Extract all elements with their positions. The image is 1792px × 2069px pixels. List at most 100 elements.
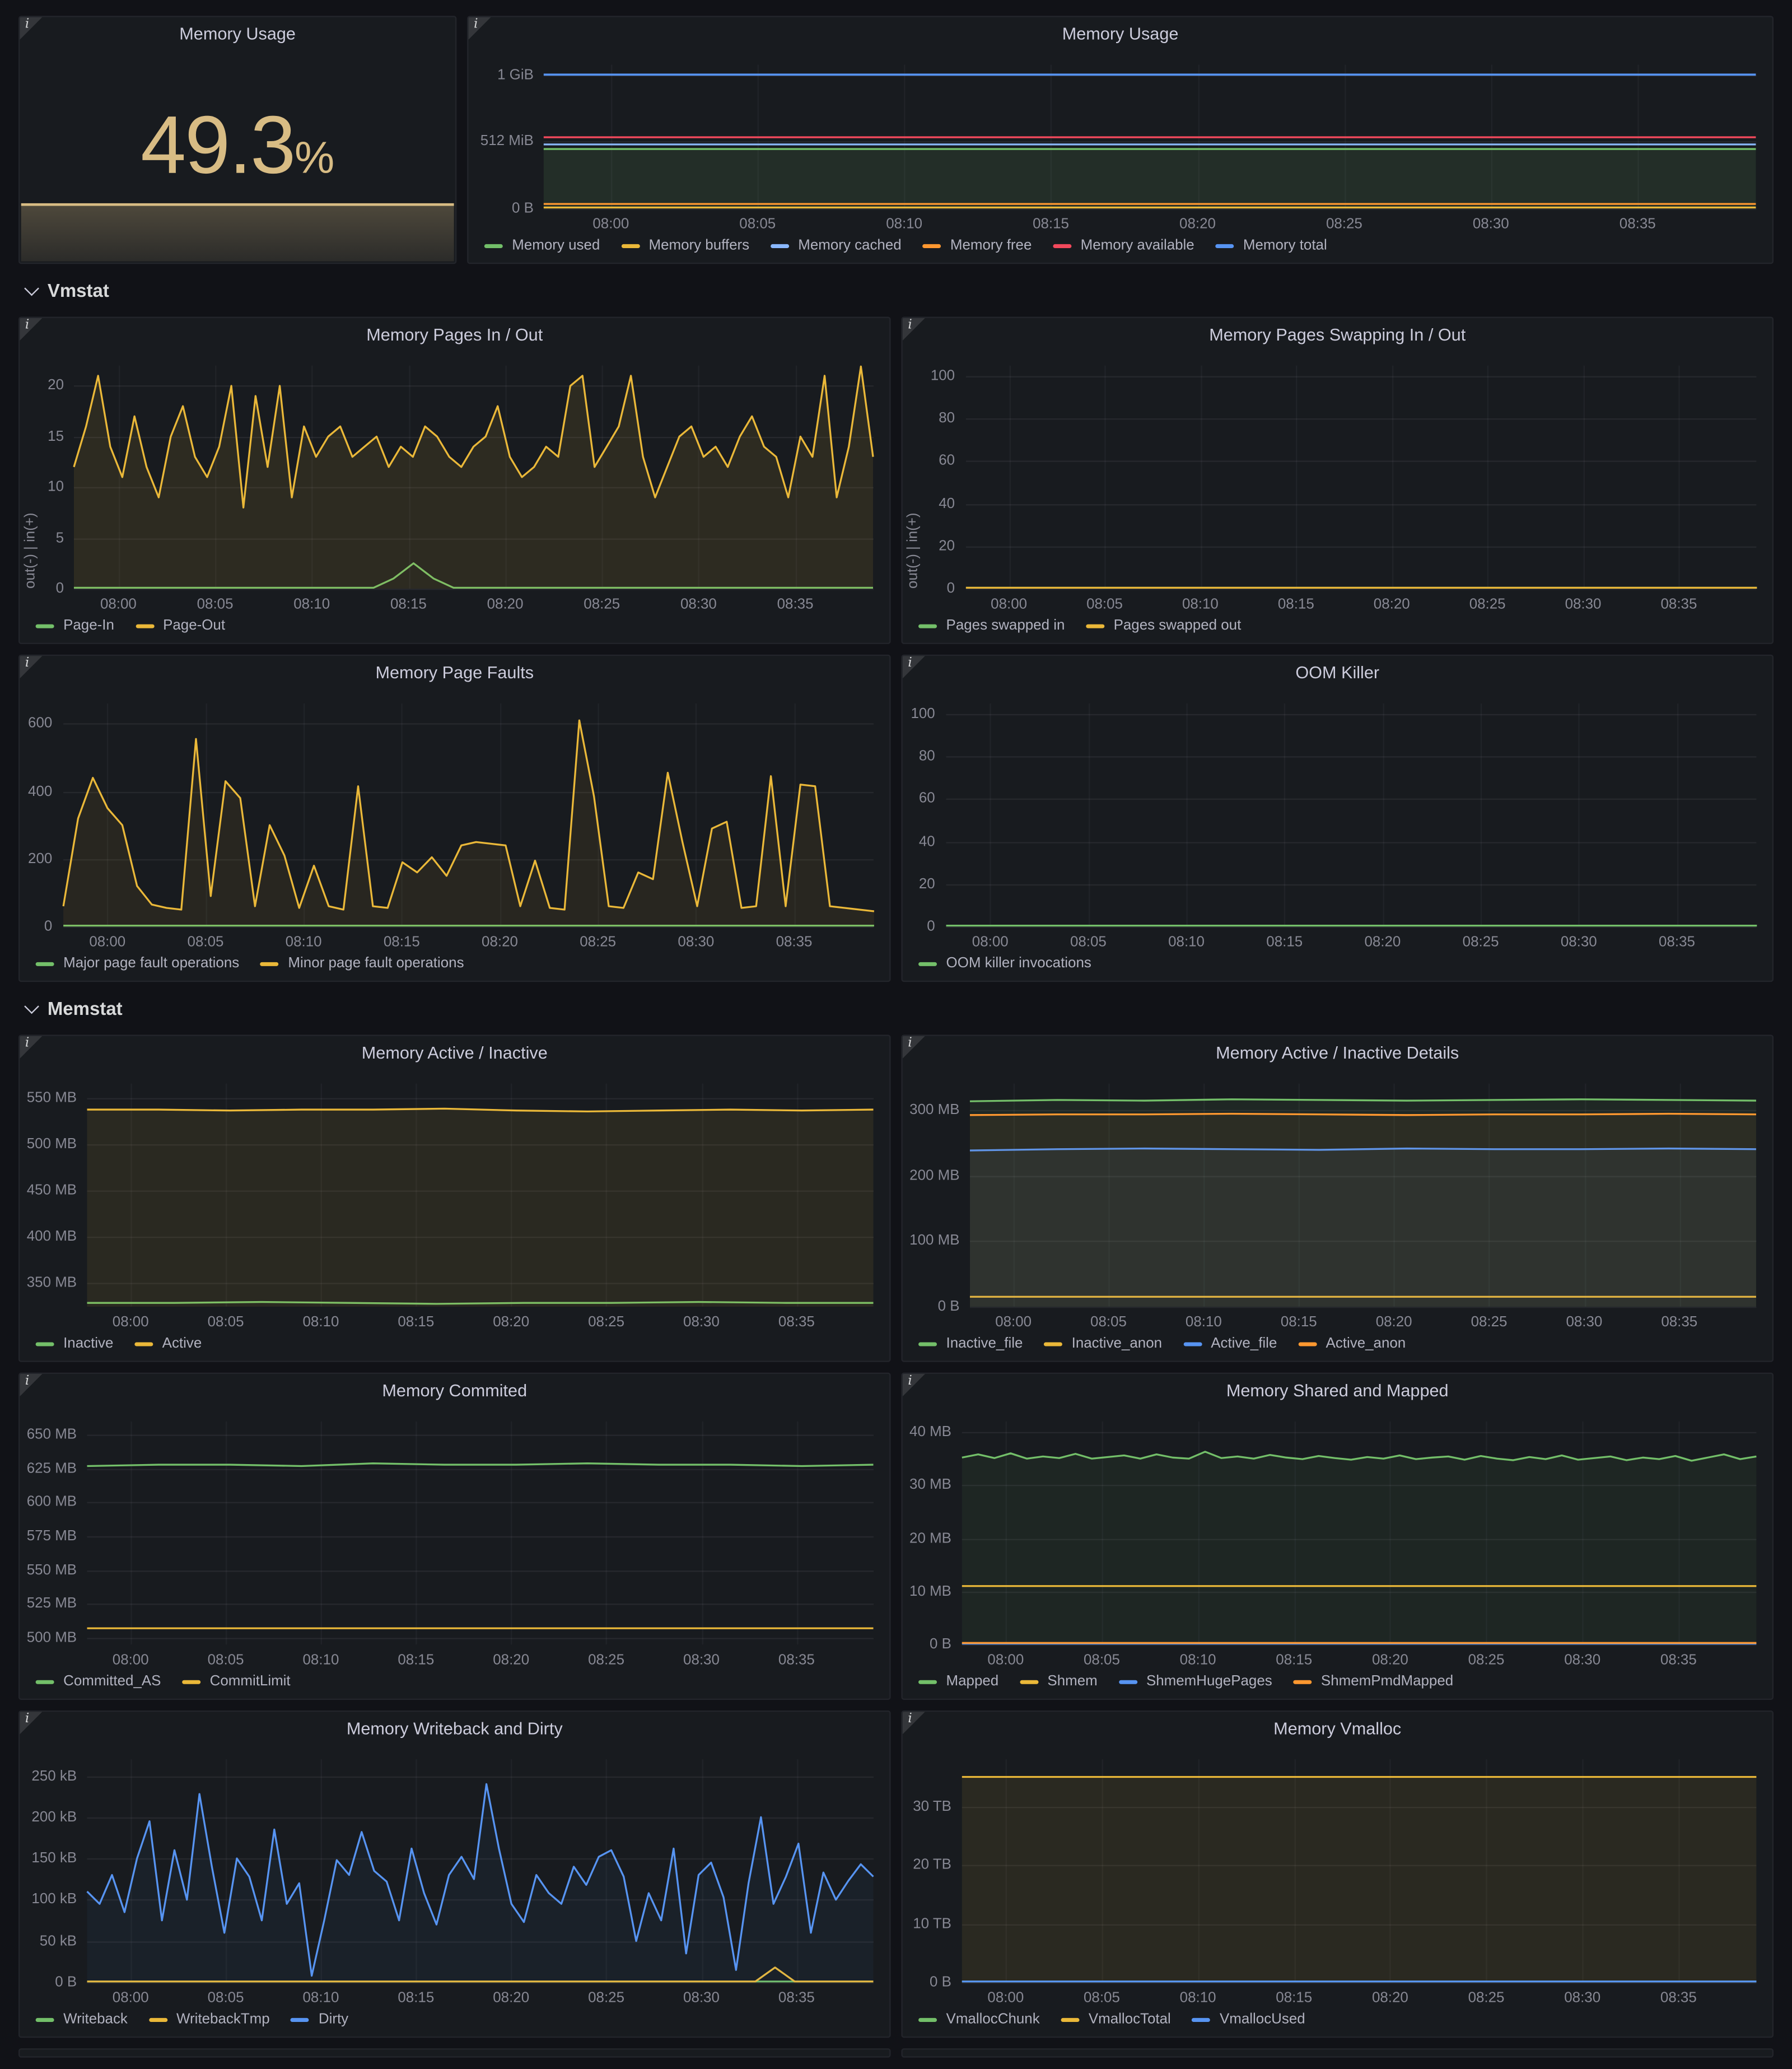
legend-item[interactable]: Active (134, 1336, 202, 1352)
legend-item[interactable]: Pages swapped out (1086, 618, 1241, 633)
panel-info-icon[interactable]: i (902, 318, 929, 344)
chart-memory-swap[interactable]: out(-) | in(+) 0 20 40 60 80 100 08:00 08:05 08:1… (905, 355, 1767, 615)
section-memstat[interactable]: Memstat (21, 991, 1774, 1026)
panel-title[interactable]: Memory Usage (1062, 24, 1179, 44)
panel-info-icon[interactable]: i (20, 17, 46, 44)
chart-active-inactive[interactable]: 350 MB 400 MB 450 MB 500 MB 550 MB 08:00 08:05… (25, 1073, 884, 1333)
panel-info-icon[interactable]: i (20, 1712, 46, 1738)
section-vmstat[interactable]: Vmstat (21, 273, 1774, 307)
panel-info-icon[interactable]: i (902, 656, 929, 682)
plot-area[interactable] (87, 1421, 874, 1645)
legend-item[interactable]: Memory cached (770, 237, 902, 253)
legend-item[interactable]: Active_anon (1298, 1336, 1406, 1352)
plot-area[interactable] (945, 703, 1757, 928)
axis-tick-label: 08:00 (995, 1314, 1032, 1331)
plot-area[interactable] (544, 64, 1757, 210)
plot-area[interactable] (962, 1759, 1757, 1984)
gridline (87, 1536, 874, 1538)
gridline (1294, 1421, 1296, 1645)
chart-oom-killer[interactable]: 0 20 40 60 80 100 08:00 08:05 08:10 08:15 08:20 08:… (908, 693, 1767, 953)
gridline (87, 1283, 874, 1285)
chart-memory-usage[interactable]: 0 B 512 MiB 1 GiB 08:00 08:05 08:10 08:15 08:20… (474, 54, 1767, 235)
legend-item[interactable]: Minor page fault operations (260, 956, 464, 971)
legend-item[interactable]: VmallocChunk (918, 2011, 1040, 2027)
legend-item[interactable]: Major page fault operations (35, 956, 240, 971)
panel-title[interactable]: Memory Active / Inactive Details (1216, 1042, 1459, 1063)
plot-area[interactable] (74, 365, 874, 590)
chart-shared-mapped[interactable]: 0 B 10 MB 20 MB 30 MB 40 MB 08:00 08:05 08:10 08… (908, 1411, 1767, 1671)
legend-item[interactable]: VmallocTotal (1061, 2011, 1171, 2027)
legend-item[interactable]: VmallocUsed (1192, 2011, 1305, 2027)
gridline (511, 1083, 513, 1307)
chart-active-inactive-details[interactable]: 0 B 100 MB 200 MB 300 MB 08:00 08:05 08:10 08:1… (908, 1073, 1767, 1333)
legend-swatch-icon (918, 1679, 937, 1684)
panel-title[interactable]: Memory Usage (179, 24, 296, 44)
panel-info-icon[interactable]: i (468, 17, 495, 44)
axis-tick-label: 08:30 (1472, 216, 1509, 232)
chart-writeback-dirty[interactable]: 0 B 50 kB 100 kB 150 kB 200 kB 250 kB 08:00 08:… (25, 1749, 884, 2009)
panel-info-icon[interactable]: i (20, 656, 46, 682)
legend-item[interactable]: Writeback (35, 2011, 128, 2027)
chart-memory-vmalloc[interactable]: 0 B 10 TB 20 TB 30 TB 08:00 08:05 08:10 08:15 08… (908, 1749, 1767, 2009)
plot-area[interactable] (965, 365, 1757, 590)
plot-area[interactable] (962, 1421, 1757, 1646)
legend-item[interactable]: Dirty (291, 2011, 348, 2027)
panel-title[interactable]: Memory Shared and Mapped (1226, 1380, 1449, 1401)
panel-info-icon[interactable]: i (20, 1374, 46, 1400)
chart-page-faults[interactable]: 0 200 400 600 08:00 08:05 08:10 08:15 08:20 08:25… (25, 693, 884, 953)
legend-item[interactable]: Page-Out (135, 618, 225, 633)
panel-info-icon[interactable]: i (902, 1712, 929, 1738)
plot-area[interactable] (87, 1083, 874, 1307)
legend-item[interactable]: Pages swapped in (918, 618, 1065, 633)
panel-title[interactable]: Memory Page Faults (375, 662, 534, 683)
legend-item[interactable]: Inactive_anon (1044, 1336, 1162, 1352)
panel-title[interactable]: Memory Active / Inactive (361, 1042, 548, 1063)
gridline (87, 1502, 874, 1504)
plot-area[interactable] (87, 1759, 874, 1984)
gridline (63, 859, 874, 860)
axis-tick-label: 600 (28, 716, 53, 732)
legend-item[interactable]: Active_file (1183, 1336, 1277, 1352)
panel-info-icon[interactable]: i (902, 1036, 929, 1063)
panel-title[interactable]: Memory Vmalloc (1273, 1718, 1402, 1739)
panel-info-icon[interactable]: i (902, 1374, 929, 1400)
legend-item[interactable]: Shmem (1019, 1674, 1098, 1689)
legend-item[interactable]: ShmemHugePages (1118, 1674, 1272, 1689)
axis-tick-label: 08:30 (1565, 597, 1602, 613)
gridline (107, 703, 109, 927)
panel-title[interactable]: Memory Writeback and Dirty (346, 1718, 563, 1739)
panel-title[interactable]: OOM Killer (1295, 662, 1380, 683)
panel-title[interactable]: Memory Pages Swapping In / Out (1209, 324, 1466, 345)
panel-title[interactable]: Memory Pages In / Out (366, 324, 543, 345)
gridline (215, 365, 217, 589)
legend-item[interactable]: Memory free (922, 237, 1032, 253)
legend-swatch-icon (134, 1341, 153, 1346)
legend-item[interactable]: Memory buffers (621, 237, 749, 253)
legend-item[interactable]: Mapped (918, 1674, 998, 1689)
plot-area[interactable] (970, 1083, 1756, 1308)
legend-item[interactable]: Memory used (484, 237, 600, 253)
gridline (965, 376, 1757, 378)
axis-tick-label: 08:05 (207, 1990, 244, 2006)
legend-item[interactable]: Inactive_file (918, 1336, 1023, 1352)
legend-label: Active_file (1211, 1335, 1277, 1352)
legend-item[interactable]: OOM killer invocations (918, 956, 1091, 971)
chart-memory-committed[interactable]: 500 MB 525 MB 550 MB 575 MB 600 MB 625 MB 650 … (25, 1411, 884, 1671)
gridline (1102, 1759, 1103, 1983)
chart-memory-pages[interactable]: out(-) | in(+) 0 5 10 15 20 08:00 08:05 08:10 08:… (22, 355, 884, 615)
gridline (795, 365, 797, 589)
axis-tick-label: 08:25 (588, 1990, 625, 2006)
panel-info-icon[interactable]: i (20, 318, 46, 344)
legend-item[interactable]: Inactive (35, 1336, 113, 1352)
legend-item[interactable]: WritebackTmp (148, 2011, 270, 2027)
legend-item[interactable]: Memory total (1215, 237, 1327, 253)
legend-swatch-icon (770, 243, 789, 248)
legend-item[interactable]: Committed_AS (35, 1674, 161, 1689)
legend-item[interactable]: CommitLimit (182, 1674, 291, 1689)
legend-item[interactable]: Memory available (1053, 237, 1194, 253)
plot-area[interactable] (63, 703, 874, 928)
legend-item[interactable]: ShmemPmdMapped (1293, 1674, 1453, 1689)
panel-title[interactable]: Memory Commited (382, 1380, 528, 1401)
panel-info-icon[interactable]: i (20, 1036, 46, 1063)
legend-item[interactable]: Page-In (35, 618, 114, 633)
